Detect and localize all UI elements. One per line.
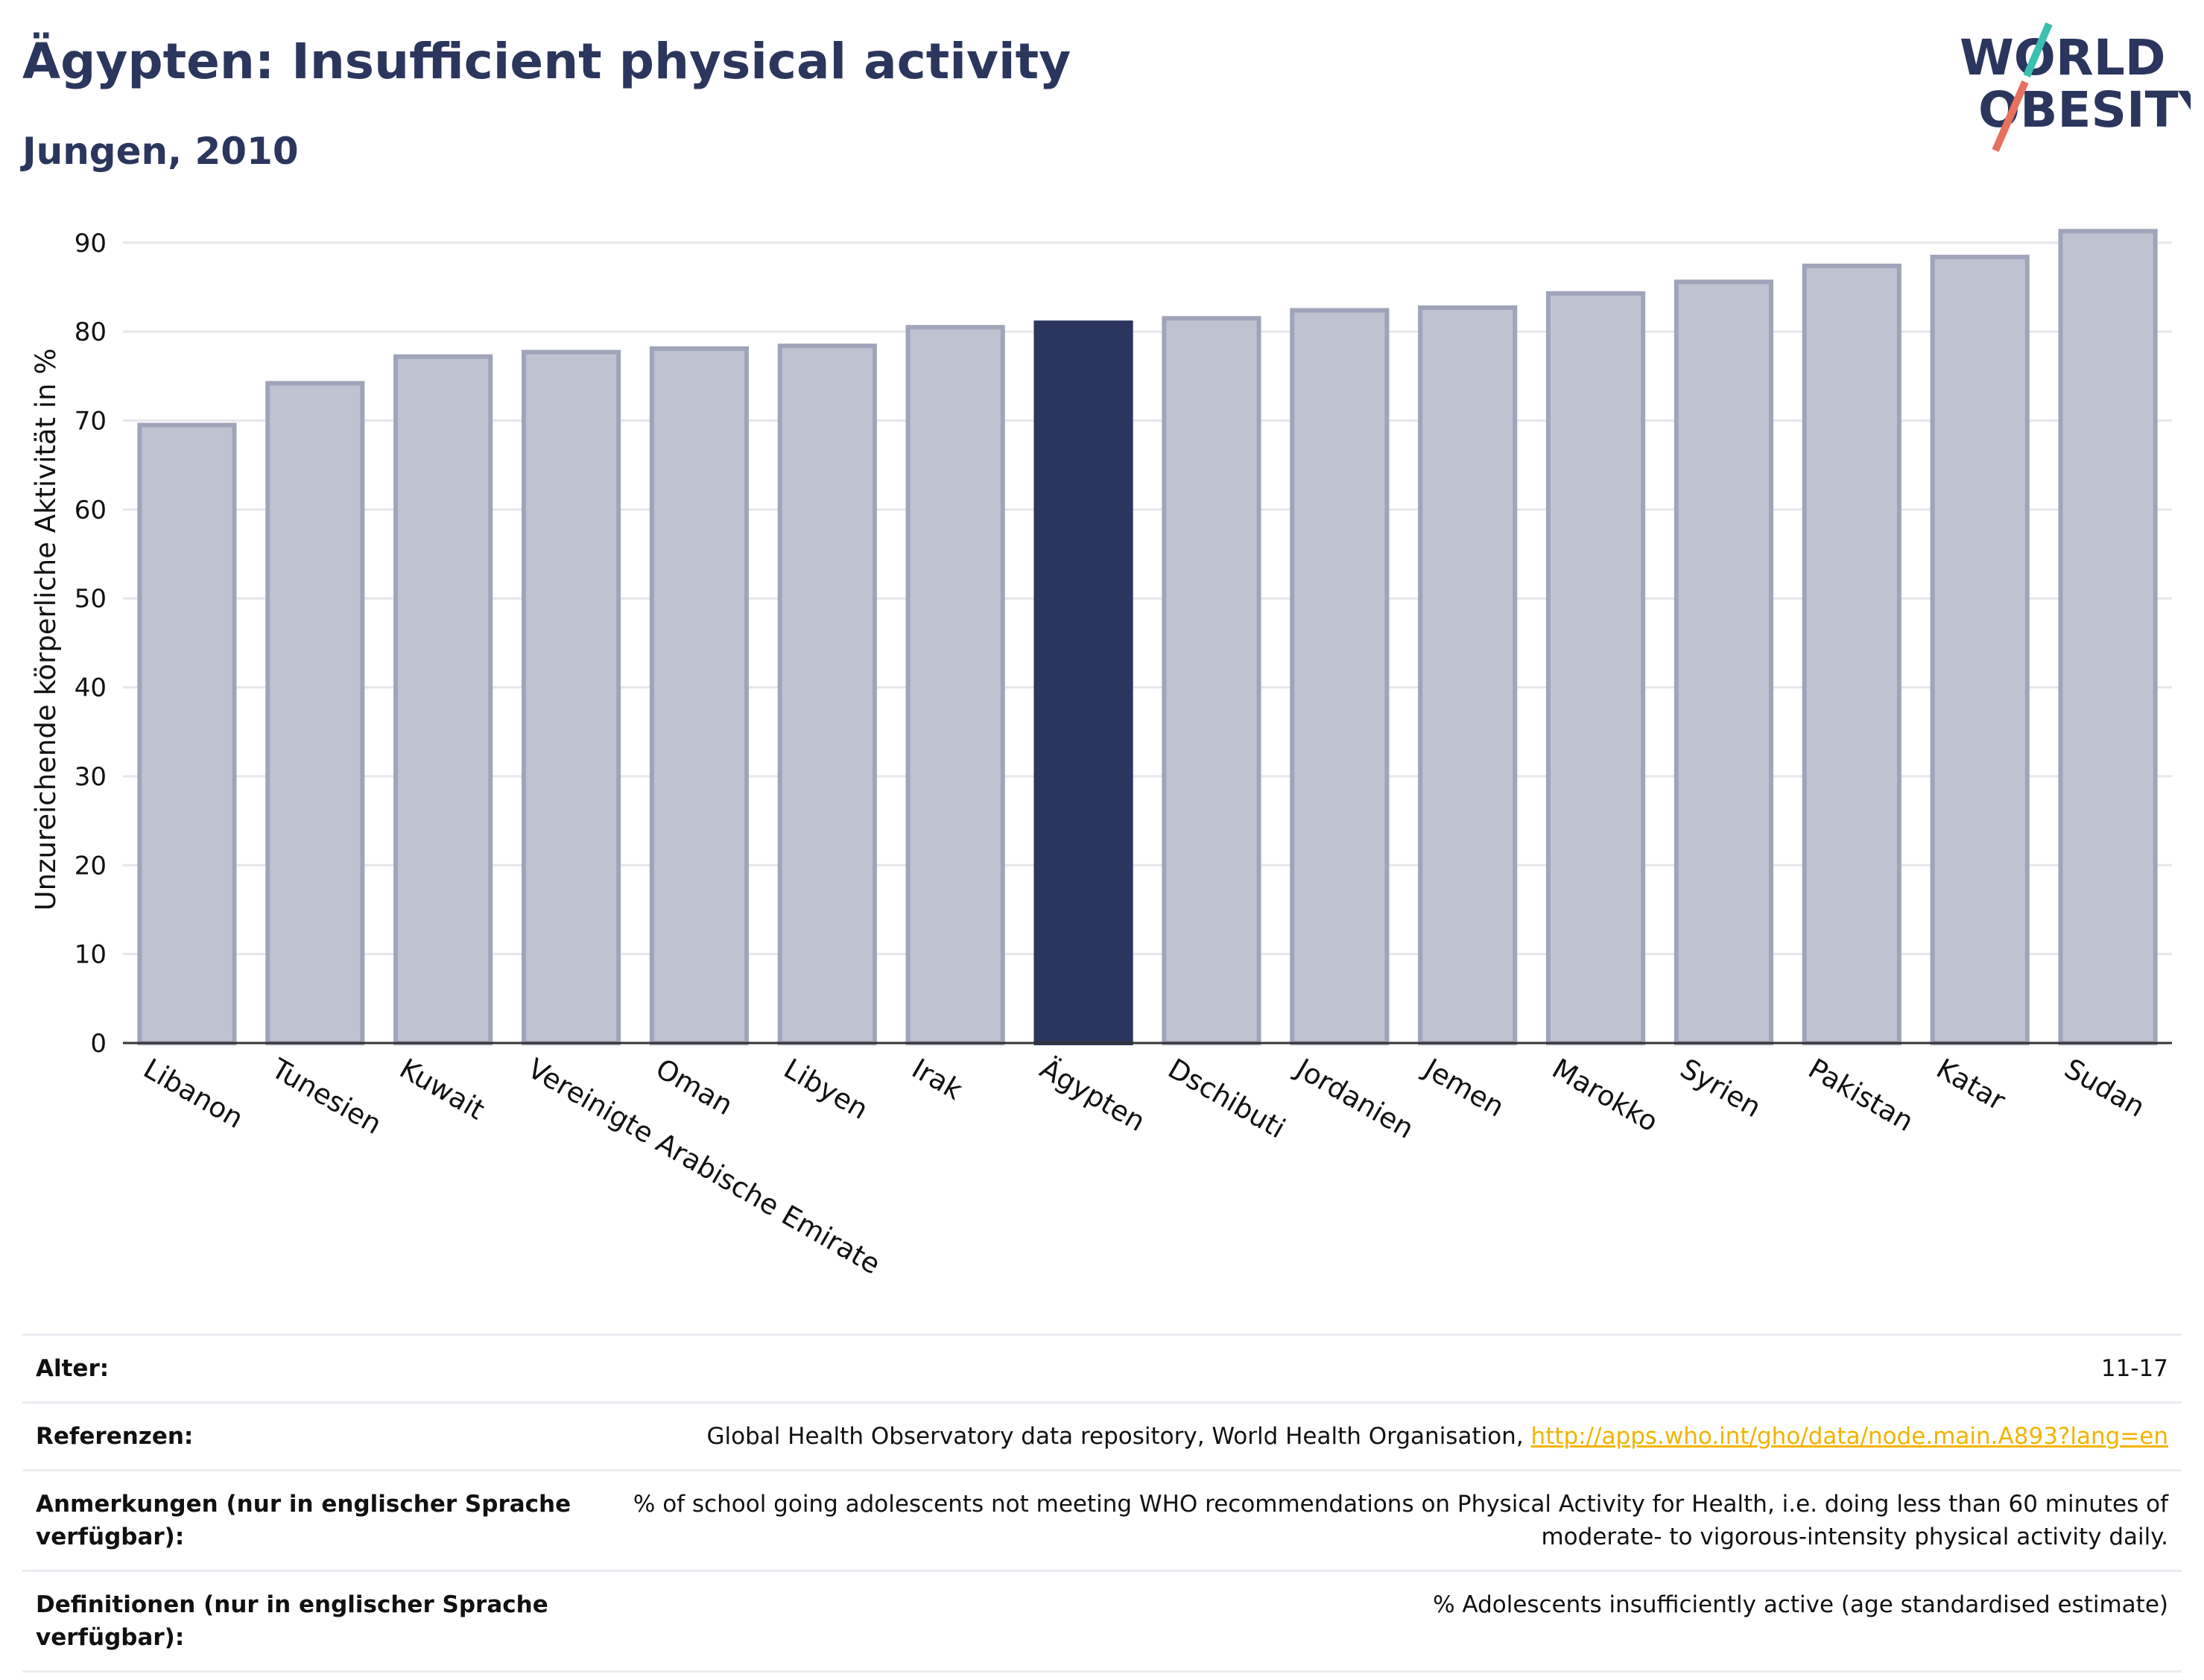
bar: [1802, 263, 1901, 1045]
y-tick-label: 90: [75, 229, 107, 259]
meta-row-age: Alter: 11-17: [22, 1334, 2182, 1401]
x-tick-label: Jordanien: [1290, 1052, 1419, 1145]
x-tick-label: Sudan: [2059, 1053, 2150, 1124]
meta-notes-label: Anmerkungen (nur in englischer Sprache v…: [36, 1491, 571, 1550]
bar: [649, 346, 750, 1046]
x-tick-label: Ägypten: [1035, 1053, 1151, 1138]
bar: [1930, 254, 2030, 1046]
metadata-table: Alter: 11-17 Referenzen: Global Health O…: [22, 1334, 2182, 1673]
y-tick-label: 0: [90, 1029, 107, 1059]
y-tick-label: 20: [75, 851, 107, 881]
x-tick-label: Dschibuti: [1162, 1053, 1291, 1145]
x-tick-label: Jemen: [1417, 1052, 1510, 1123]
x-tick-label: Tunesien: [265, 1052, 387, 1141]
logo-slash-teal: [2023, 22, 2053, 77]
y-tick-label: 30: [75, 762, 107, 792]
x-tick-label: Marokko: [1547, 1053, 1663, 1138]
bar: [1545, 291, 1646, 1046]
page-subtitle: Jungen, 2010: [22, 130, 299, 173]
x-tick-label: Pakistan: [1803, 1053, 1919, 1138]
y-axis-label: Unzureichende körperliche Aktivität in %: [30, 349, 62, 911]
bar: [137, 422, 237, 1045]
x-tick-label: Libanon: [138, 1053, 248, 1135]
meta-row-references: Referenzen: Global Health Observatory da…: [22, 1401, 2182, 1469]
bar: [1162, 316, 1261, 1045]
bar: [777, 343, 877, 1045]
bar: [1673, 279, 1774, 1045]
logo-line-1: WORLD: [1960, 29, 2166, 86]
meta-ref-text: Global Health Observatory data repositor…: [706, 1423, 1531, 1450]
y-tick-label: 80: [75, 317, 107, 347]
reference-link[interactable]: http://apps.who.int/gho/data/node.main.A…: [1530, 1423, 2168, 1450]
y-tick-label: 60: [75, 495, 107, 525]
bar: [905, 325, 1005, 1045]
bar: [2058, 229, 2158, 1046]
logo-slash-red: [1992, 80, 2029, 152]
meta-def-value: % Adolescents insufficiently active (age…: [1433, 1591, 2168, 1618]
meta-ref-label: Referenzen:: [36, 1423, 194, 1450]
x-tick-label: Oman: [650, 1053, 738, 1122]
x-tick-label: Kuwait: [394, 1053, 490, 1126]
bar-chart: 0 10 20 30 40 50 60 70 80 90 Unzureichende körperl…: [30, 229, 2172, 1281]
page-title: Ägypten: Insufficient physical activity: [22, 33, 1071, 90]
bar: [521, 349, 621, 1045]
meta-row-notes: Anmerkungen (nur in englischer Sprache v…: [22, 1469, 2182, 1570]
bar: [1290, 308, 1390, 1046]
x-tick-label: Libyen: [779, 1053, 874, 1126]
bar: [1418, 305, 1518, 1045]
meta-row-definitions: Definitionen (nur in englischer Sprache …: [22, 1570, 2182, 1673]
meta-def-label: Definitionen (nur in englischer Sprache …: [36, 1591, 548, 1651]
meta-ref-value: Global Health Observatory data repositor…: [572, 1420, 2168, 1453]
bar: [265, 381, 365, 1045]
y-tick-label: 10: [75, 940, 107, 970]
meta-age-label: Alter:: [36, 1355, 110, 1382]
world-obesity-logo: WORLD OBESITY: [1960, 22, 2191, 152]
x-tick-label: Irak: [907, 1053, 969, 1107]
x-tick-label: Katar: [1931, 1053, 2012, 1118]
y-tick-label: 70: [75, 407, 107, 437]
meta-age-value: 11-17: [2100, 1355, 2168, 1382]
y-tick-label: 50: [75, 584, 107, 614]
bar-highlight: [1033, 320, 1133, 1045]
x-tick-label: Syrien: [1675, 1053, 1767, 1124]
bar: [393, 354, 493, 1046]
y-tick-label: 40: [75, 673, 107, 703]
meta-notes-value: % of school going adolescents not meetin…: [633, 1491, 2168, 1550]
